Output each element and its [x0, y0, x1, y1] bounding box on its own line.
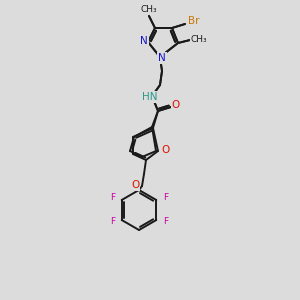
Text: O: O	[161, 145, 169, 155]
Text: O: O	[172, 100, 180, 110]
Text: CH₃: CH₃	[191, 34, 207, 43]
Text: HN: HN	[142, 92, 158, 102]
Text: Br: Br	[188, 16, 200, 26]
Text: CH₃: CH₃	[191, 34, 207, 43]
Text: CH₃: CH₃	[141, 4, 157, 14]
Text: N: N	[158, 53, 166, 63]
Text: F: F	[110, 194, 115, 202]
Text: N: N	[140, 36, 148, 46]
Text: Br: Br	[188, 16, 200, 26]
Text: HN: HN	[142, 92, 158, 102]
Text: N: N	[140, 36, 148, 46]
Text: O: O	[172, 100, 180, 110]
Text: F: F	[110, 218, 115, 226]
Text: F: F	[163, 194, 168, 202]
Text: N: N	[158, 53, 166, 63]
Text: O: O	[131, 180, 139, 190]
Text: CH₃: CH₃	[141, 4, 157, 14]
Text: F: F	[163, 218, 168, 226]
